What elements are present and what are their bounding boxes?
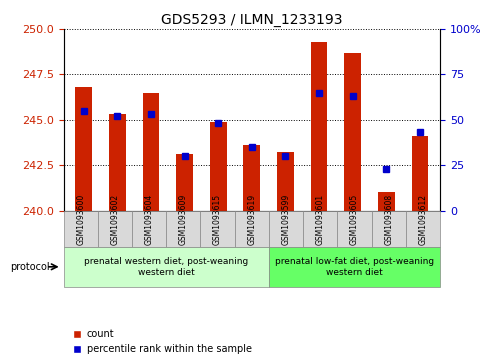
Bar (310, 42, 327, 211)
Text: GSM1093612: GSM1093612 (418, 194, 427, 245)
Legend: count, percentile rank within the sample: count, percentile rank within the sample (68, 326, 255, 358)
Text: GSM1093602: GSM1093602 (110, 194, 119, 245)
Text: prenatal western diet, post-weaning
western diet: prenatal western diet, post-weaning west… (84, 257, 248, 277)
Text: GSM1093605: GSM1093605 (349, 194, 358, 245)
Bar (377, 192, 394, 211)
Bar (243, 145, 260, 211)
Bar (277, 152, 293, 211)
Title: GDS5293 / ILMN_1233193: GDS5293 / ILMN_1233193 (161, 13, 342, 26)
Bar (176, 154, 193, 211)
Bar (344, 53, 360, 211)
Bar (109, 114, 125, 211)
Bar (411, 136, 427, 211)
Text: GSM1093601: GSM1093601 (315, 194, 324, 245)
Text: prenatal low-fat diet, post-weaning
western diet: prenatal low-fat diet, post-weaning west… (274, 257, 433, 277)
Text: GSM1093609: GSM1093609 (179, 194, 187, 245)
Text: GSM1093608: GSM1093608 (384, 194, 392, 245)
Text: GSM1093619: GSM1093619 (247, 194, 256, 245)
Text: protocol: protocol (10, 262, 49, 272)
Text: GSM1093599: GSM1093599 (281, 194, 290, 245)
Text: GSM1093604: GSM1093604 (144, 194, 153, 245)
Bar (75, 87, 92, 211)
Bar (142, 93, 159, 211)
Text: GSM1093615: GSM1093615 (213, 194, 222, 245)
Bar (209, 122, 226, 211)
Text: GSM1093600: GSM1093600 (76, 194, 85, 245)
